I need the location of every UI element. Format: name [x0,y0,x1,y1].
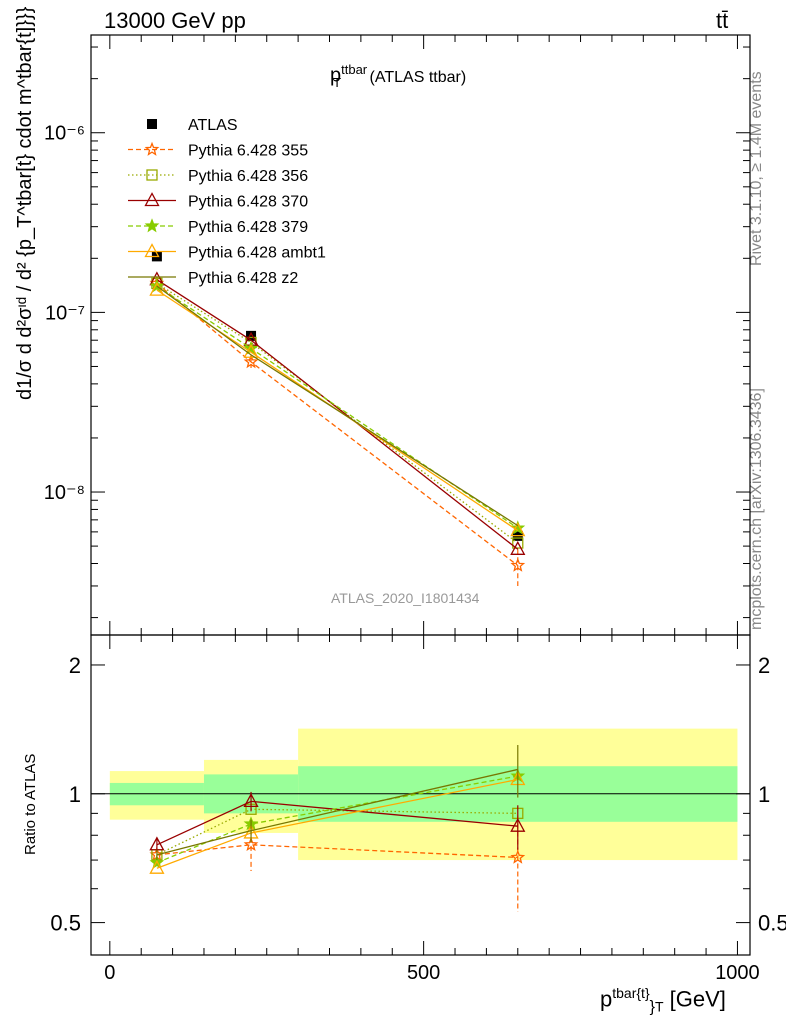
ratio-series-p355-marker [510,849,526,864]
legend-label-p370: Pythia 6.428 370 [188,194,308,211]
legend-marker-p379 [144,218,160,233]
main-series-p379-line [156,285,519,529]
header-left: 13000 GeV pp [104,8,246,33]
main-series-z2-line [156,285,519,527]
xlabel-sup: tbar{t} [612,985,650,1001]
ratio-ytick-label-right: 2 [758,653,770,678]
plot-title-main: p [330,64,342,87]
ratio-ytick-label-left: 1 [69,782,81,807]
legend-marker-p355 [144,141,160,156]
main-ytick-label: 10⁻⁷ [45,302,85,324]
plot-title-sup: ttbar [341,62,368,77]
xlabel-rest: [GeV] [663,986,726,1012]
ratio-series-p355-marker [243,837,259,852]
analysis-id: ATLAS_2020_I1801434 [331,590,480,606]
legend-label-p355: Pythia 6.428 355 [188,143,308,160]
ratio-series-p370-marker [243,793,259,808]
legend-marker-ambt1 [144,243,160,258]
main-series-ambt1-marker [243,343,259,358]
legend-label-data: ATLAS [188,117,238,134]
plot-title: pttbarT (ATLAS ttbar) [330,62,466,90]
ratio-ytick-label-right: 1 [758,782,770,807]
main-ytick-label: 10⁻⁶ [44,123,85,145]
main-series-ambt1-marker [510,522,526,537]
plot-title-rest: (ATLAS ttbar) [365,68,467,86]
legend-label-p379: Pythia 6.428 379 [188,219,308,236]
header-right: tt̄ [716,8,729,33]
main-series-p355-marker [243,354,259,369]
legend-marker-p370 [144,192,160,207]
ratio-series-ambt1-marker [149,859,165,874]
ratio-series-p379-line [156,775,518,864]
main-series-p356-marker [512,537,524,549]
main-series-p379-marker [510,520,526,535]
main-ytick-label: 10⁻⁸ [44,482,85,504]
main-series-p370-marker [510,540,526,555]
xtick-label: 0 [104,962,115,984]
ratio-ytick-label-right: 0.5 [758,911,786,936]
xlabel-main: p [600,986,613,1012]
legend-label-ambt1: Pythia 6.428 ambt1 [188,245,326,262]
main-series-p379-marker [149,278,165,293]
main-series-data-marker [246,330,257,341]
main-series-ambt1-line [156,289,519,532]
x-axis-label: ptbar{t}}T [GeV] [600,985,726,1017]
ratio-series-p370-marker [510,817,526,832]
main-series-p355-marker [510,557,526,572]
legend-label-p356: Pythia 6.428 356 [188,168,308,185]
xlabel-sub: } [649,998,655,1016]
ratio-series-p355-line [156,844,518,859]
main-series-p370-line [156,279,519,550]
legend-marker-data [147,119,157,129]
main-series-p356-line [156,282,519,544]
ratio-ytick-label-left: 2 [69,653,81,678]
legend-marker-p356 [146,169,158,181]
xtick-label: 1000 [715,962,760,984]
legend-label-z2: Pythia 6.428 z2 [188,270,298,287]
ratio-panel-frame [90,634,751,956]
ratio-ytick-label-left: 0.5 [50,911,81,936]
plot-title-sub: T [333,74,342,90]
xtick-label: 500 [407,962,440,984]
xlabel-subT: T [654,998,664,1015]
